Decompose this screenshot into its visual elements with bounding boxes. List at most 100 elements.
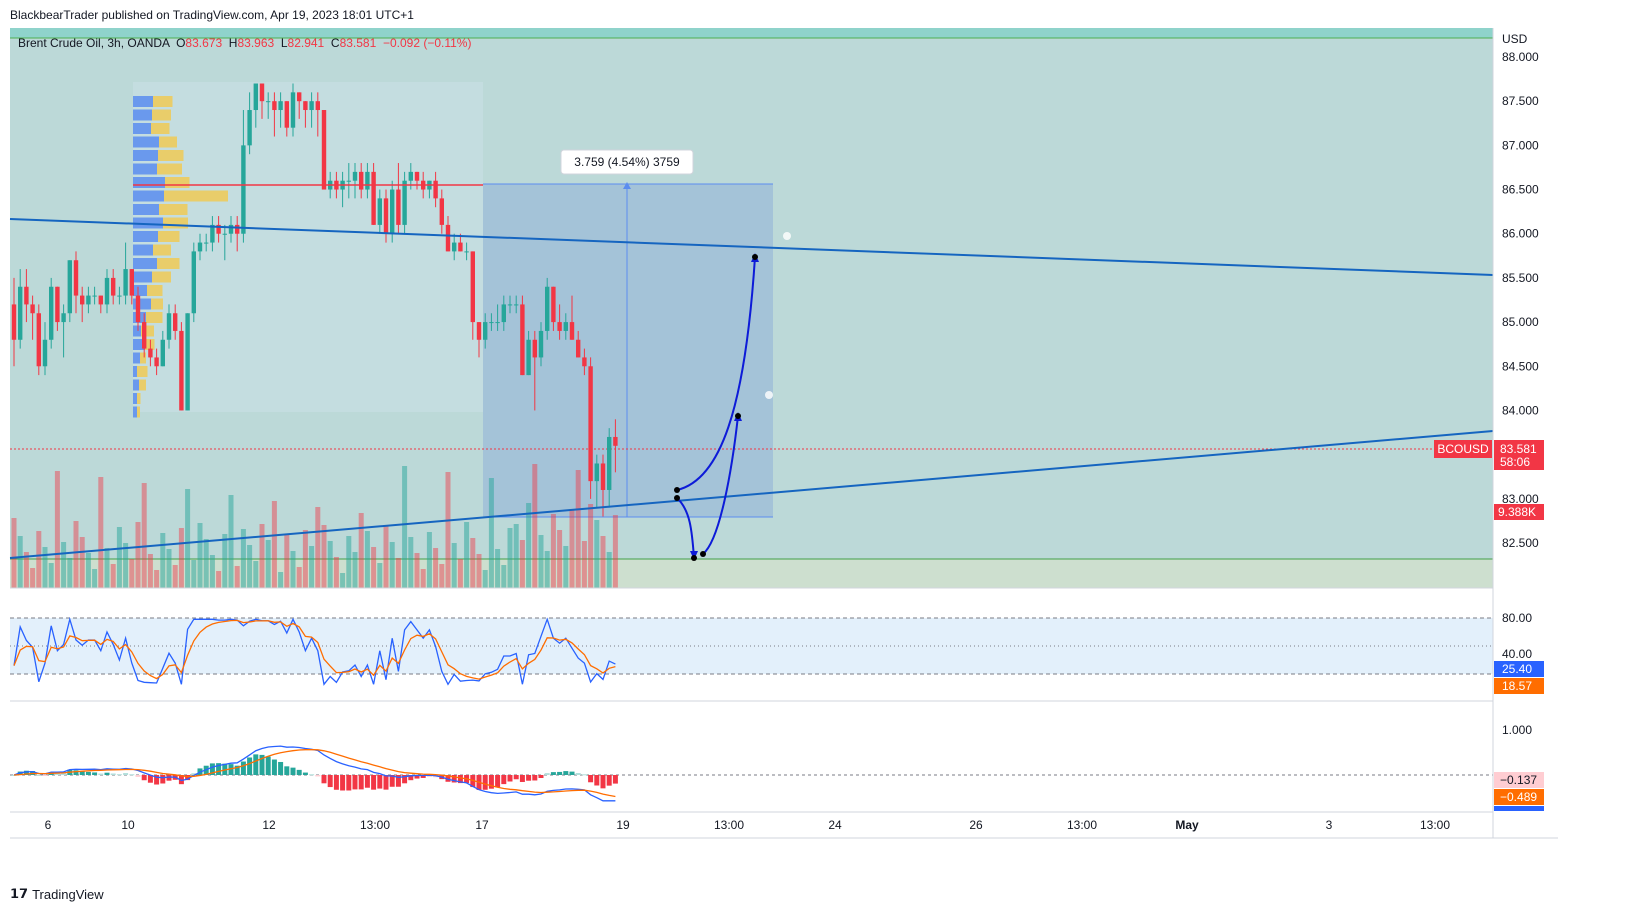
candle-body <box>18 286 23 340</box>
candle-body <box>563 322 568 331</box>
candle-body <box>67 260 72 314</box>
symbol-tag-text: BCOUSD <box>1437 442 1489 456</box>
volume-bar <box>135 522 141 588</box>
macd-hist-bar <box>588 775 594 783</box>
volume-bar <box>513 524 519 588</box>
macd-hist-bar <box>532 775 538 781</box>
legend-symbol: Brent Crude Oil, 3h, OANDA <box>18 36 170 50</box>
top-band <box>10 28 1493 38</box>
candle-body <box>42 339 48 367</box>
volume-bar <box>519 540 525 588</box>
profile-down-bar <box>164 190 228 202</box>
time-label: 17 <box>475 818 489 832</box>
time-label: 10 <box>121 818 135 832</box>
volume-bar <box>172 565 178 588</box>
profile-up-bar <box>133 325 141 337</box>
candle-body <box>179 330 184 411</box>
candle-body <box>142 322 147 349</box>
macd-hist-bar <box>141 775 147 781</box>
volume-bar <box>253 561 259 588</box>
price-label: 83.000 <box>1502 492 1539 506</box>
last-price-text: 83.581 <box>1500 442 1537 456</box>
volume-bar <box>606 552 612 588</box>
profile-up-bar <box>133 217 163 229</box>
candle-body <box>433 180 438 199</box>
candle-body <box>501 304 506 323</box>
currency-label: USD <box>1502 32 1528 46</box>
stoch-d-tag <box>1494 678 1544 694</box>
volume-bar <box>550 514 556 588</box>
macd-hist-bar <box>550 772 556 775</box>
time-label: 13:00 <box>714 818 744 832</box>
volume-bar <box>123 543 129 588</box>
macd-hist-bar <box>563 771 569 775</box>
candle-body <box>117 295 122 297</box>
volume-bar <box>222 534 228 588</box>
volume-bar <box>383 526 389 588</box>
macd-hist-bar <box>594 775 600 786</box>
profile-up-bar <box>133 109 152 121</box>
macd-hist-bar <box>135 775 141 777</box>
volume-bar <box>420 569 426 588</box>
volume-bar <box>377 563 383 588</box>
volume-bar <box>389 542 395 588</box>
candle-body <box>73 260 79 296</box>
candle-body <box>86 295 91 305</box>
volume-bar <box>191 560 197 588</box>
projection-path <box>676 256 756 491</box>
macd-hist-bar <box>265 756 271 775</box>
candle-body <box>191 251 196 314</box>
profile-down-bar <box>157 258 180 269</box>
profile-up-bar <box>133 352 140 364</box>
profile-down-bar <box>151 123 170 134</box>
volume-bar <box>532 464 538 588</box>
macd-hist-bar <box>581 774 587 776</box>
profile-up-bar <box>133 339 145 350</box>
candle-body <box>135 295 141 323</box>
volume-bar <box>178 528 184 588</box>
macd-hist-bar <box>519 775 525 782</box>
macd-hist-bar <box>544 773 550 775</box>
volume-bar <box>11 518 17 588</box>
volume-bar <box>98 477 104 588</box>
profile-down-bar <box>159 136 177 148</box>
candle-body <box>445 224 451 252</box>
symbol-tag <box>1434 440 1492 458</box>
macd-hist-tag <box>1494 772 1544 788</box>
macd-hist-bar <box>364 775 370 788</box>
candle-body <box>489 322 494 324</box>
volume-tag <box>1494 504 1544 520</box>
volume-bar <box>240 529 246 588</box>
volume-bar <box>445 472 451 588</box>
candle-body <box>303 101 308 111</box>
volume-bar <box>42 547 48 588</box>
candle-body <box>272 101 277 111</box>
profile-down-bar <box>141 325 154 337</box>
macd-hist-bar <box>23 770 29 775</box>
volume-bar <box>259 524 265 588</box>
candle-body <box>359 171 364 190</box>
volume-bar <box>154 570 160 588</box>
last-price-tag <box>1494 440 1544 470</box>
time-label: 26 <box>969 818 983 832</box>
macd-hist-bar <box>42 775 48 776</box>
volume-bar <box>67 558 73 588</box>
time-label: 13:00 <box>360 818 390 832</box>
volume-bar <box>327 541 333 588</box>
time-label: 6 <box>45 818 52 832</box>
macd-hist-bar <box>92 772 98 775</box>
macd-hist-bar <box>352 775 358 790</box>
macd-hist-bar <box>600 775 606 789</box>
profile-down-bar <box>158 150 184 161</box>
profile-up-bar <box>133 271 152 283</box>
price-label: 82.500 <box>1502 536 1539 550</box>
macd-hist-bar <box>507 775 513 782</box>
footer-brand[interactable]: 𝟭𝟳 TradingView <box>10 886 104 902</box>
legend-close: 83.581 <box>339 36 377 50</box>
volume-bar <box>203 539 209 588</box>
candle-body <box>507 304 513 306</box>
profile-down-bar <box>137 393 141 404</box>
macd-hist-bar <box>445 775 451 782</box>
price-label: 84.500 <box>1502 359 1539 373</box>
